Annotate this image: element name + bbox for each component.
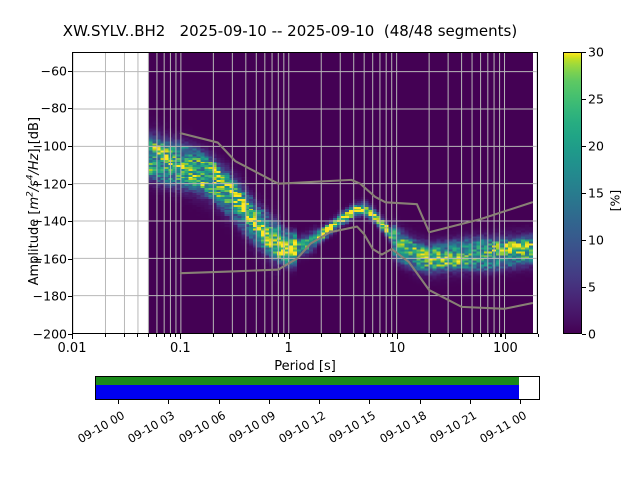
x-tick-minor bbox=[373, 334, 375, 337]
y-tick-label: −80 bbox=[40, 100, 67, 116]
x-tick-major bbox=[397, 334, 399, 339]
y-tick-mark bbox=[68, 296, 72, 298]
y-tick-mark bbox=[68, 70, 72, 72]
timeline-tick-mark bbox=[419, 400, 421, 404]
x-tick-minor bbox=[340, 334, 342, 337]
colorbar-tick-mark bbox=[582, 99, 586, 100]
y-tick-label: −160 bbox=[32, 251, 67, 267]
x-tick-minor bbox=[232, 334, 234, 337]
x-tick-major bbox=[288, 334, 290, 339]
x-tick-major bbox=[72, 334, 74, 339]
colorbar-tick-label: 10 bbox=[588, 232, 604, 248]
colorbar[interactable] bbox=[563, 52, 582, 334]
x-tick-minor bbox=[364, 334, 366, 337]
y-axis-ticks: −60 −80 −100 −120 −140 −160 −180 −200 bbox=[0, 0, 72, 480]
x-tick-minor bbox=[392, 334, 394, 337]
x-tick-minor bbox=[429, 334, 431, 337]
plot-gridlines bbox=[73, 53, 537, 333]
x-tick-minor bbox=[104, 334, 106, 337]
colorbar-tick-label: 0 bbox=[588, 326, 596, 342]
x-tick-minor bbox=[321, 334, 323, 337]
x-tick-minor bbox=[271, 334, 273, 337]
y-tick-label: −60 bbox=[40, 63, 67, 79]
y-tick-mark bbox=[68, 221, 72, 223]
y-tick-label: −120 bbox=[32, 176, 67, 192]
timeline-tick-mark bbox=[319, 400, 321, 404]
y-tick-mark bbox=[68, 334, 72, 335]
colorbar-tick-mark bbox=[582, 334, 586, 335]
timeline-tick-mark bbox=[168, 400, 170, 404]
x-tick-minor bbox=[137, 334, 139, 337]
ppsd-histogram bbox=[73, 53, 537, 333]
x-tick-minor bbox=[256, 334, 258, 337]
x-tick-minor bbox=[123, 334, 125, 337]
x-tick-minor bbox=[494, 334, 496, 337]
x-tick-label: 0.01 bbox=[57, 341, 87, 356]
timeline-tick-mark bbox=[469, 400, 471, 404]
segment-timeline[interactable] bbox=[95, 376, 540, 400]
timeline-tick-mark bbox=[268, 400, 270, 404]
x-axis-label: Period [s] bbox=[274, 359, 336, 374]
x-tick-label: 0.1 bbox=[170, 341, 191, 356]
x-tick-minor bbox=[538, 334, 540, 337]
colorbar-tick-label: 5 bbox=[588, 279, 596, 295]
x-tick-minor bbox=[481, 334, 483, 337]
colorbar-tick-mark bbox=[582, 52, 586, 53]
x-tick-minor bbox=[245, 334, 247, 337]
x-tick-label: 1 bbox=[284, 341, 293, 356]
timeline-ticks: 09-10 00 09-10 03 09-10 06 09-10 09 09-10 12… bbox=[0, 400, 640, 446]
x-tick-minor bbox=[462, 334, 464, 337]
x-tick-minor bbox=[169, 334, 171, 337]
colorbar-tick-label: 25 bbox=[588, 91, 604, 107]
colorbar-tick-label: 15 bbox=[588, 185, 604, 201]
timeline-tick-mark bbox=[118, 400, 120, 404]
x-tick-minor bbox=[283, 334, 285, 337]
x-tick-minor bbox=[386, 334, 388, 337]
x-tick-minor bbox=[147, 334, 149, 337]
page-title: XW.SYLV..BH2 2025-09-10 -- 2025-09-10 (4… bbox=[62, 22, 518, 40]
x-tick-minor bbox=[448, 334, 450, 337]
timeline-tick-mark bbox=[218, 400, 220, 404]
x-tick-minor bbox=[500, 334, 502, 337]
y-tick-label: −100 bbox=[32, 138, 67, 154]
x-tick-minor bbox=[163, 334, 165, 337]
y-tick-label: −180 bbox=[32, 288, 67, 304]
colorbar-label: [%] bbox=[607, 189, 623, 212]
colorbar-tick-mark bbox=[582, 240, 586, 241]
band-blue bbox=[96, 384, 520, 399]
ppsd-plot-area[interactable] bbox=[72, 52, 538, 334]
y-tick-mark bbox=[68, 108, 72, 110]
x-tick-minor bbox=[488, 334, 490, 337]
colorbar-tick-mark bbox=[582, 193, 586, 194]
x-tick-minor bbox=[353, 334, 356, 337]
x-tick-major bbox=[505, 334, 507, 339]
y-tick-mark bbox=[68, 258, 72, 260]
x-tick-label: 10 bbox=[388, 341, 406, 356]
x-tick-minor bbox=[264, 334, 266, 337]
x-tick-label: 100 bbox=[492, 341, 518, 356]
x-tick-minor bbox=[156, 334, 158, 337]
timeline-tick-mark bbox=[369, 400, 371, 404]
band-green bbox=[96, 377, 520, 385]
x-tick-minor bbox=[212, 334, 215, 337]
colorbar-tick-label: 20 bbox=[588, 138, 604, 154]
y-tick-label: −200 bbox=[32, 326, 67, 342]
colorbar-tick-label: 30 bbox=[588, 44, 604, 60]
x-tick-minor bbox=[380, 334, 382, 337]
x-tick-major bbox=[180, 334, 182, 339]
timeline-tick-mark bbox=[520, 400, 522, 404]
colorbar-tick-mark bbox=[582, 287, 586, 288]
y-tick-mark bbox=[68, 183, 72, 185]
x-tick-minor bbox=[278, 334, 280, 337]
y-tick-mark bbox=[68, 146, 72, 147]
y-tick-label: −140 bbox=[32, 213, 67, 229]
colorbar-tick-mark bbox=[582, 146, 586, 147]
x-axis-ticks: 0.01 0.1 1 10 100 bbox=[0, 334, 640, 374]
x-tick-minor bbox=[175, 334, 177, 337]
noise-model-curves bbox=[179, 132, 534, 310]
x-tick-minor bbox=[472, 334, 474, 337]
